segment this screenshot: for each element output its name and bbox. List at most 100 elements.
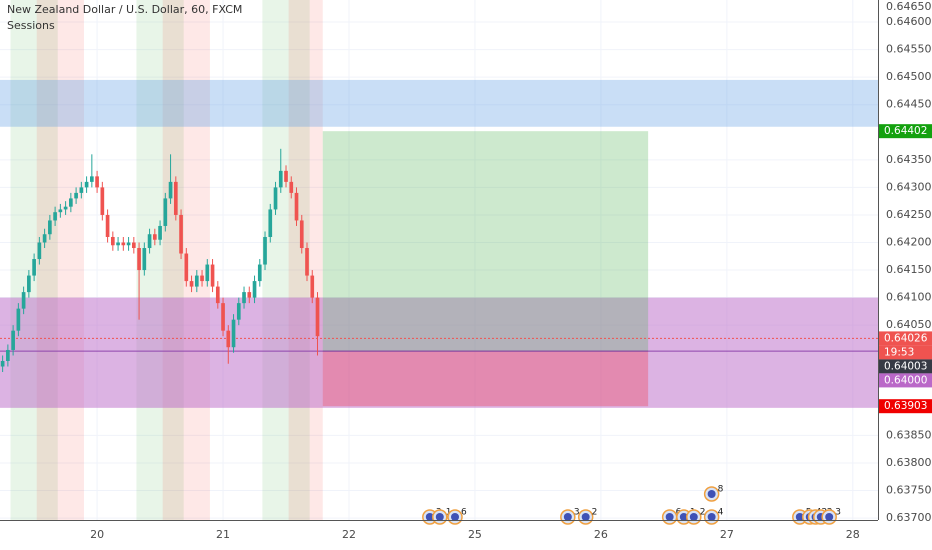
candle-body xyxy=(299,220,304,249)
candle-body xyxy=(242,292,246,304)
session-band xyxy=(262,0,310,520)
session-band xyxy=(36,0,84,520)
x-tick-label: 20 xyxy=(90,528,104,541)
candle-body xyxy=(137,248,141,271)
candle-body xyxy=(142,248,147,271)
event-count: 4 xyxy=(718,508,724,518)
price-tag xyxy=(879,345,932,360)
candle-body xyxy=(273,187,278,210)
candle-body xyxy=(278,170,283,188)
candle-body xyxy=(315,297,320,337)
candle-body xyxy=(32,259,36,276)
price-tag xyxy=(879,399,932,414)
candle-body xyxy=(63,206,68,210)
price-zone xyxy=(0,297,878,408)
candle-body xyxy=(42,234,47,243)
event-flag xyxy=(707,490,716,498)
candle-body xyxy=(284,170,288,182)
x-tick-label: 28 xyxy=(846,528,860,541)
event-flag xyxy=(665,513,674,521)
y-tick-label: 0.64600 xyxy=(886,15,932,28)
x-tick-label: 21 xyxy=(216,528,230,541)
candle-body xyxy=(173,181,178,215)
event-flag xyxy=(707,513,716,521)
candle-body xyxy=(221,303,225,331)
candle-body xyxy=(231,319,236,348)
event-count: 3 xyxy=(574,508,580,518)
y-tick-label: 0.64250 xyxy=(886,208,932,221)
candle-body xyxy=(294,192,299,221)
price-tag-label: 0.63903 xyxy=(884,400,927,412)
candle-body xyxy=(37,242,42,260)
event-flag xyxy=(435,513,444,521)
price-tag xyxy=(879,331,932,346)
candle-body xyxy=(205,264,210,282)
event-flag xyxy=(581,513,590,521)
price-tag-label: 0.64000 xyxy=(884,374,927,386)
event-flag xyxy=(689,513,698,521)
candle-body xyxy=(184,253,189,282)
y-tick-label: 0.64200 xyxy=(886,236,932,249)
candle-body xyxy=(121,242,126,246)
price-tag xyxy=(879,124,932,139)
candle-body xyxy=(289,181,294,193)
y-tick-label: 0.64550 xyxy=(886,43,932,56)
candle-body xyxy=(252,281,257,298)
loss-zone xyxy=(322,351,649,407)
candle-body xyxy=(95,176,99,188)
candle-body xyxy=(48,220,52,235)
y-tick-label: 0.63700 xyxy=(886,511,932,524)
y-tick-label: 0.63850 xyxy=(886,428,932,441)
candle-body xyxy=(268,209,273,237)
y-tick-label: 0.64450 xyxy=(886,98,932,111)
y-tick-label: 0.64300 xyxy=(886,180,932,193)
candle-body xyxy=(74,192,78,199)
candle-body xyxy=(131,242,136,249)
price-tag-label: 0.64026 xyxy=(884,332,928,344)
candle-body xyxy=(152,234,157,240)
event-count: 3 xyxy=(835,508,841,518)
candle-body xyxy=(105,214,110,237)
candle-body xyxy=(147,234,152,249)
chart-title: New Zealand Dollar / U.S. Dollar, 60, FX… xyxy=(7,3,242,16)
price-tag xyxy=(879,373,932,388)
candle-body xyxy=(168,181,173,199)
candle-body xyxy=(6,349,10,361)
candle-body xyxy=(27,275,31,293)
candle-body xyxy=(263,236,267,265)
candle-body xyxy=(215,286,220,304)
price-tag-label: 19:53 xyxy=(884,346,914,358)
candle-body xyxy=(200,275,204,282)
event-flag xyxy=(563,513,572,521)
candle-body xyxy=(0,360,5,367)
candle-body xyxy=(236,303,241,320)
candle-body xyxy=(247,292,252,298)
candle-body xyxy=(21,292,26,309)
x-tick-label: 22 xyxy=(342,528,356,541)
event-count: 2 xyxy=(700,508,706,518)
candle-body xyxy=(257,264,262,282)
y-tick-label: 0.64150 xyxy=(886,263,932,276)
candle-body xyxy=(69,198,73,207)
indicator-name: Sessions xyxy=(7,19,55,32)
event-count: 8 xyxy=(718,485,724,495)
y-tick-label: 0.64500 xyxy=(886,70,932,83)
profit-zone xyxy=(322,131,649,352)
candle-body xyxy=(90,176,94,182)
candle-body xyxy=(126,242,131,246)
event-flag xyxy=(679,513,688,521)
y-tick-label: 0.64350 xyxy=(886,153,932,166)
event-count: 1 xyxy=(446,508,452,518)
candle-body xyxy=(110,236,115,246)
plot-area: 316326128454233 xyxy=(0,0,878,525)
x-tick-label: 27 xyxy=(720,528,734,541)
y-tick-label: 0.64100 xyxy=(886,291,932,304)
candle-body xyxy=(163,198,168,226)
candle-body xyxy=(58,209,63,213)
y-tick-label: 0.64650 xyxy=(886,0,932,13)
event-count: 2 xyxy=(592,508,598,518)
candle-body xyxy=(189,281,194,287)
event-flag xyxy=(825,513,834,521)
